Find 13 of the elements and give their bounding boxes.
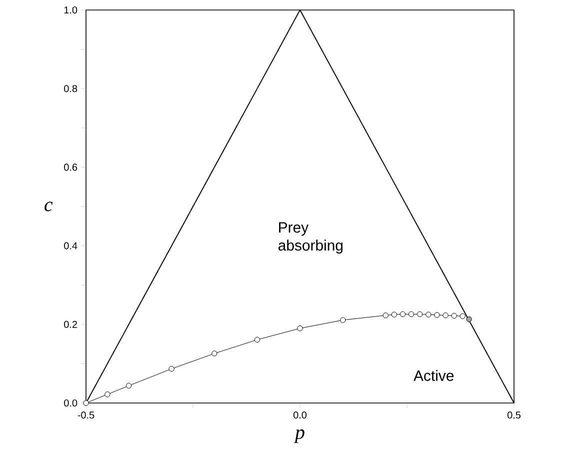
- x-tick-label: 0.5: [507, 412, 521, 419]
- y-axis-title: c: [44, 202, 53, 212]
- y-tick-label: 0.6: [64, 164, 78, 171]
- x-axis-title: p: [294, 429, 304, 444]
- y-tick-label: 0.4: [64, 242, 78, 250]
- annotation: Prey absorbing: [278, 222, 342, 254]
- y-tick-label: 1.0: [64, 6, 78, 14]
- x-tick-label: -0.5: [78, 412, 94, 419]
- x-tick-label: 0.0: [293, 412, 307, 419]
- annotation: Active: [414, 370, 454, 381]
- y-tick-label: 0.0: [64, 399, 78, 407]
- y-tick-label: 0.2: [64, 320, 78, 328]
- y-tick-label: 0.8: [64, 85, 78, 92]
